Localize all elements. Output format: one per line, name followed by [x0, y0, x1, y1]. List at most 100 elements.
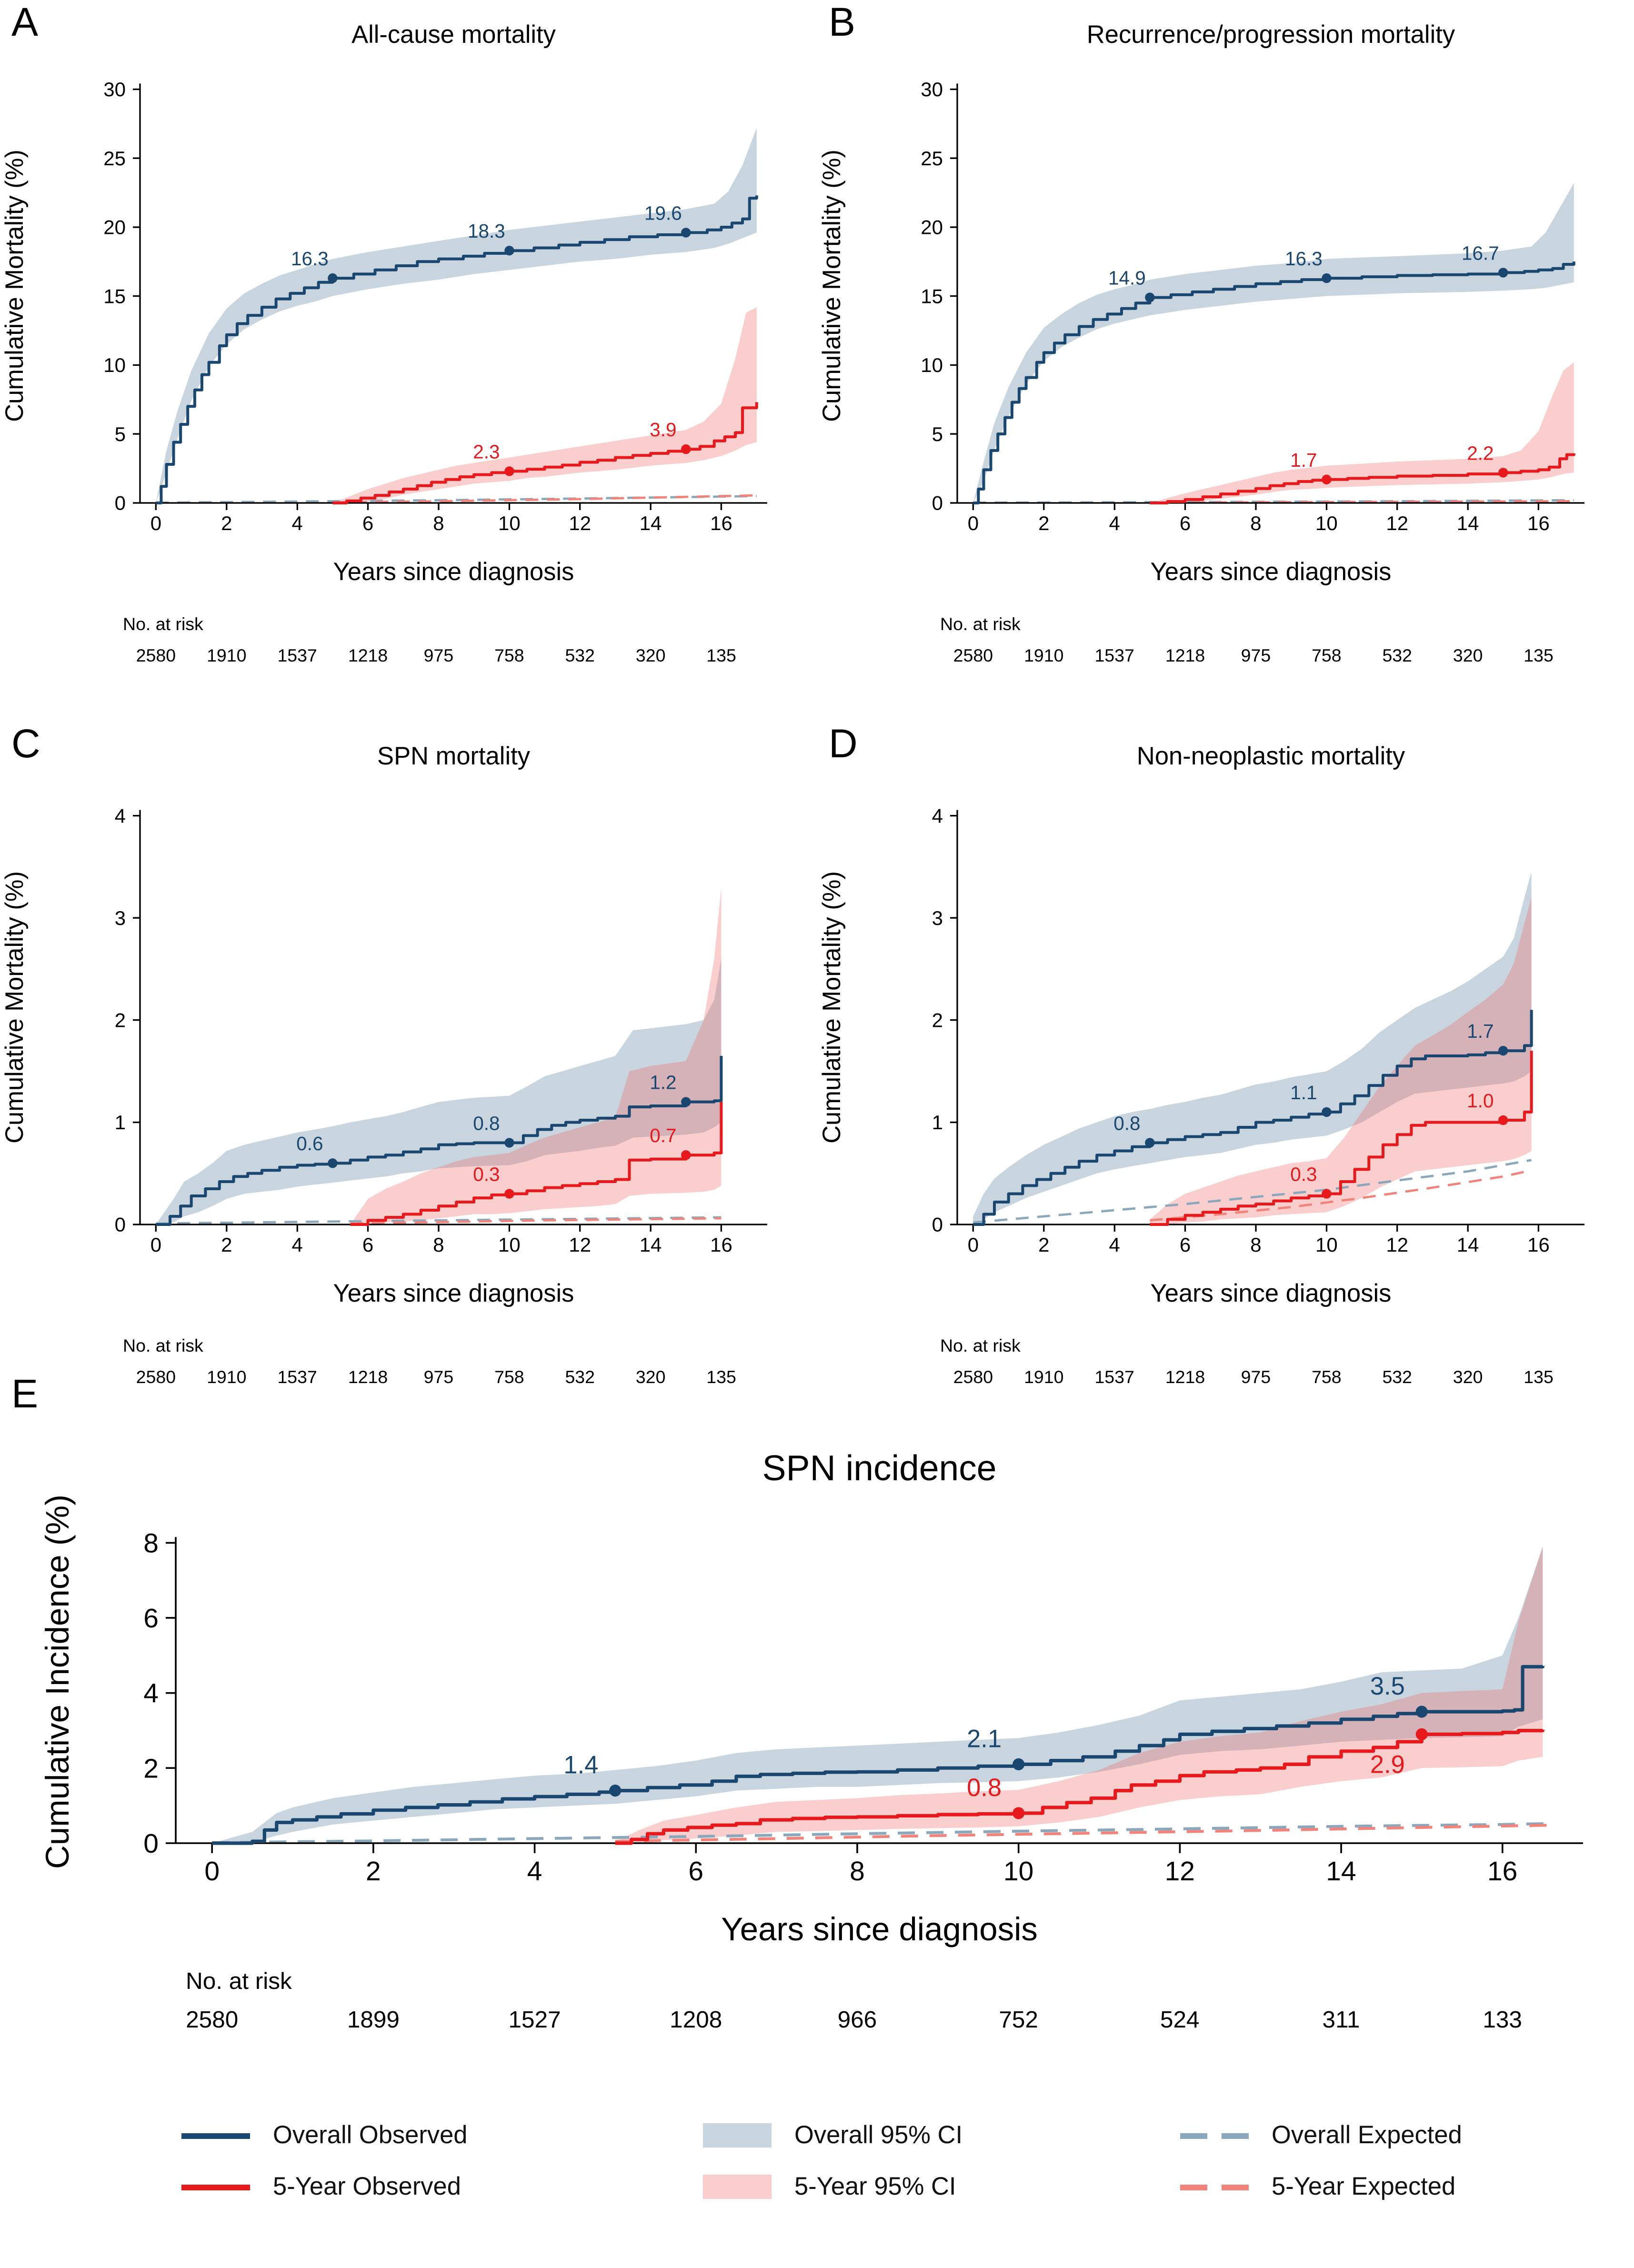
dash-line-overall-expected [212, 1822, 1551, 1845]
x-tick-label: 4 [291, 1234, 302, 1256]
x-tick-label: 16 [710, 1234, 732, 1256]
panel-letter-c: C [11, 722, 40, 766]
annotation-18-3: 18.3 [468, 220, 505, 242]
x-tick-label: 2 [366, 1856, 381, 1887]
at-risk-value: 2580 [953, 645, 993, 665]
x-tick-label: 0 [150, 1234, 161, 1256]
annotation-3-9: 3.9 [650, 419, 676, 441]
x-tick-label: 4 [527, 1856, 542, 1887]
y-axis-label: Cumulative Incidence (%) [39, 1495, 76, 1869]
legend-item-5-year-95-ci: 5-Year 95% CI [703, 2172, 1180, 2202]
x-tick-label: 12 [1386, 512, 1408, 534]
y-tick-label: 25 [103, 147, 126, 170]
annotation-16-3: 16.3 [291, 248, 329, 270]
y-tick-label: 4 [143, 1678, 159, 1709]
marker-2-3 [504, 466, 514, 476]
x-tick-label: 16 [710, 512, 732, 534]
marker-19-6 [681, 228, 691, 238]
x-tick-label: 10 [498, 1234, 521, 1256]
figure-legend: Overall Observed Overall 95% CI Overall Ex… [0, 2120, 1634, 2202]
y-tick-label: 2 [115, 1009, 126, 1032]
panel-title: Recurrence/progression mortality [1087, 20, 1455, 49]
y-tick-label: 2 [143, 1753, 159, 1784]
panel-b-recurrence-progression-mortality-chart: 0 5 10 15 20 25 30 0 2 4 6 8 10 12 14 16 14.9 16.3 16.7 1.7… [817, 0, 1632, 696]
at-risk-value: 1899 [347, 2007, 400, 2033]
x-tick-label: 6 [1180, 1234, 1191, 1256]
x-tick-label: 4 [291, 512, 302, 534]
x-tick-label: 0 [968, 1234, 979, 1256]
x-tick-label: 16 [1527, 1234, 1550, 1256]
y-tick-label: 8 [143, 1528, 159, 1558]
x-tick-label: 8 [1250, 1234, 1261, 1256]
at-risk-value: 975 [1241, 645, 1271, 665]
y-tick-label: 0 [115, 492, 126, 514]
band-overall-95-ci [156, 128, 757, 503]
x-tick-label: 8 [433, 1234, 444, 1256]
at-risk-value: 311 [1323, 2007, 1360, 2033]
y-tick-label: 6 [143, 1603, 159, 1634]
x-tick-label: 4 [1109, 512, 1120, 534]
x-tick-label: 10 [1315, 1234, 1338, 1256]
at-risk-value: 752 [999, 2007, 1038, 2033]
marker-1-7 [1322, 474, 1332, 484]
panel-letter-d: D [829, 722, 858, 766]
y-tick-label: 0 [115, 1214, 126, 1236]
marker-0-8 [504, 1138, 514, 1148]
at-risk-value: 1218 [1165, 1367, 1205, 1387]
x-tick-label: 0 [204, 1856, 220, 1887]
marker-14-9 [1145, 292, 1155, 302]
y-tick-label: 0 [932, 492, 943, 514]
annotation-0-8: 0.8 [473, 1112, 500, 1134]
panel-letter-e: E [11, 1372, 39, 1416]
at-risk-value: 2580 [953, 1367, 993, 1387]
at-risk-value: 1537 [1094, 645, 1134, 665]
marker-0-3 [504, 1189, 514, 1199]
dash-line-5-year-expected [615, 1824, 1551, 1843]
at-risk-value: 1527 [509, 2007, 561, 2033]
annotation-1-4: 1.4 [563, 1751, 598, 1779]
at-risk-value: 2580 [136, 1367, 176, 1387]
annotation-0-3: 0.3 [1290, 1164, 1317, 1185]
band-5-year-95-ci [1150, 897, 1532, 1224]
panel-letter-a: A [11, 0, 39, 44]
marker-0-3 [1322, 1189, 1332, 1199]
dash-line-overall-expected [156, 1216, 722, 1225]
x-tick-label: 6 [362, 1234, 373, 1256]
panel-title: SPN mortality [377, 742, 531, 770]
legend-swatch-line-icon [181, 2132, 250, 2138]
band-overall-95-ci [973, 183, 1574, 503]
x-tick-label: 12 [569, 512, 591, 534]
legend-item-overall-expected: Overall Expected [1180, 2120, 1616, 2150]
y-tick-label: 0 [932, 1214, 943, 1236]
marker-1-1 [1322, 1107, 1332, 1117]
x-tick-label: 8 [433, 512, 444, 534]
x-tick-label: 14 [640, 512, 662, 534]
at-risk-value: 1537 [277, 645, 317, 665]
x-tick-label: 2 [221, 1234, 232, 1256]
legend-swatch-line-icon [181, 2184, 250, 2190]
line-overall-observed [973, 1010, 1533, 1226]
annotation-1-2: 1.2 [650, 1071, 676, 1093]
at-risk-label: No. at risk [940, 1335, 1021, 1355]
at-risk-value: 758 [1312, 1367, 1342, 1387]
at-risk-value: 524 [1160, 2007, 1200, 2033]
line-overall-observed [156, 1056, 723, 1226]
annotation-16-7: 16.7 [1462, 242, 1499, 264]
y-axis-label: Cumulative Mortality (%) [0, 871, 29, 1144]
x-tick-label: 6 [362, 512, 373, 534]
at-risk-value: 1218 [348, 1367, 388, 1387]
x-axis-label: Years since diagnosis [721, 1911, 1038, 1947]
legend-label: Overall Expected [1272, 2120, 1462, 2149]
at-risk-value: 758 [494, 645, 524, 665]
y-tick-label: 1 [932, 1111, 943, 1134]
at-risk-value: 532 [1382, 1367, 1412, 1387]
y-axis-label: Cumulative Mortality (%) [818, 871, 846, 1144]
dash-line-5-year-expected [332, 494, 757, 504]
marker-1-0 [1498, 1115, 1508, 1125]
at-risk-label: No. at risk [186, 1968, 292, 1994]
marker-2-1 [1012, 1758, 1025, 1770]
at-risk-value: 135 [1524, 645, 1554, 665]
marker-0-7 [681, 1150, 691, 1160]
at-risk-value: 975 [424, 1367, 454, 1387]
